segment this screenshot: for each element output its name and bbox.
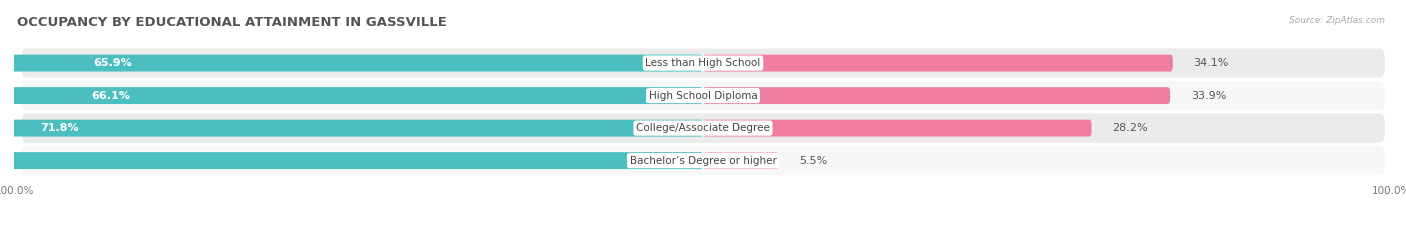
FancyBboxPatch shape xyxy=(0,152,703,169)
Text: Less than High School: Less than High School xyxy=(645,58,761,68)
Text: 71.8%: 71.8% xyxy=(41,123,79,133)
Text: 28.2%: 28.2% xyxy=(1112,123,1147,133)
FancyBboxPatch shape xyxy=(21,81,1385,110)
FancyBboxPatch shape xyxy=(703,152,779,169)
Text: Bachelor’s Degree or higher: Bachelor’s Degree or higher xyxy=(630,156,776,166)
Text: 65.9%: 65.9% xyxy=(93,58,132,68)
FancyBboxPatch shape xyxy=(703,55,1173,72)
FancyBboxPatch shape xyxy=(21,48,1385,78)
FancyBboxPatch shape xyxy=(703,120,1091,137)
Text: OCCUPANCY BY EDUCATIONAL ATTAINMENT IN GASSVILLE: OCCUPANCY BY EDUCATIONAL ATTAINMENT IN G… xyxy=(17,16,447,29)
Text: 5.5%: 5.5% xyxy=(800,156,828,166)
Text: Source: ZipAtlas.com: Source: ZipAtlas.com xyxy=(1289,16,1385,25)
Text: 66.1%: 66.1% xyxy=(91,91,131,101)
Text: High School Diploma: High School Diploma xyxy=(648,91,758,101)
FancyBboxPatch shape xyxy=(0,120,703,137)
FancyBboxPatch shape xyxy=(21,146,1385,175)
FancyBboxPatch shape xyxy=(703,87,1170,104)
Text: 33.9%: 33.9% xyxy=(1191,91,1226,101)
FancyBboxPatch shape xyxy=(0,55,703,72)
FancyBboxPatch shape xyxy=(21,113,1385,143)
Text: 34.1%: 34.1% xyxy=(1194,58,1229,68)
Text: College/Associate Degree: College/Associate Degree xyxy=(636,123,770,133)
FancyBboxPatch shape xyxy=(0,87,703,104)
